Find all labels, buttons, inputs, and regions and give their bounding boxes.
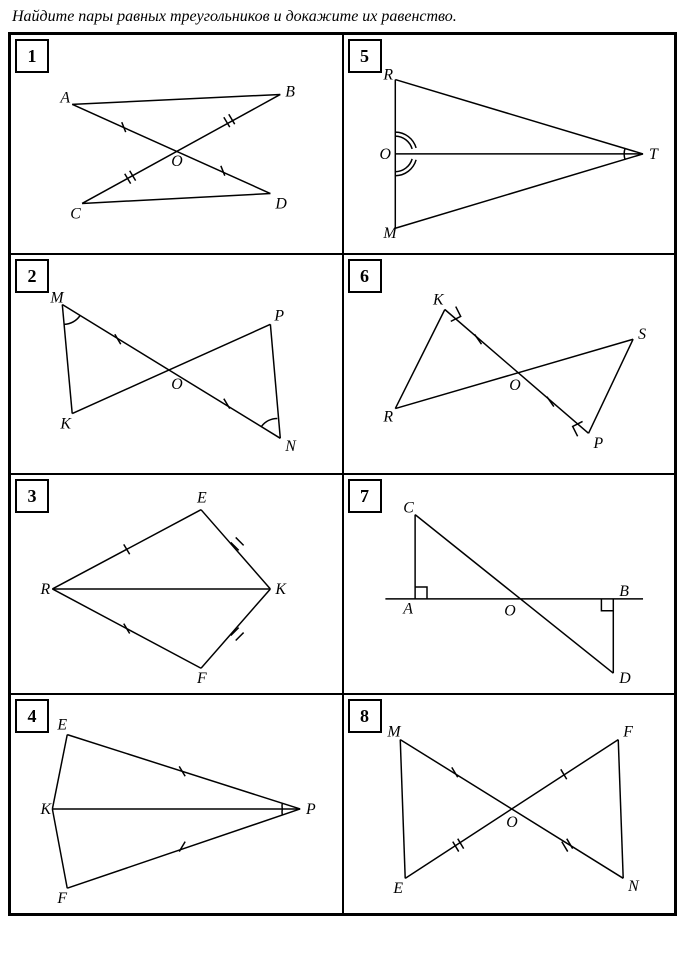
label-M: M: [386, 724, 401, 741]
label-O: O: [171, 153, 183, 170]
label-K: K: [431, 292, 444, 309]
problem-6: 6 K S R O P: [343, 254, 676, 474]
diagram-4: K P E F: [11, 695, 342, 913]
problem-1: 1 A B C D O: [10, 34, 343, 254]
badge-8: 8: [348, 699, 382, 733]
diagram-8: M F E N O: [344, 695, 675, 913]
label-D: D: [274, 195, 287, 212]
label-F: F: [56, 890, 67, 907]
label-T: T: [648, 146, 658, 163]
problem-grid: 1 A B C D O 5: [8, 32, 677, 916]
label-P: P: [273, 307, 284, 324]
label-O: O: [171, 376, 183, 393]
badge-3: 3: [15, 479, 49, 513]
problem-2: 2 M P K O N: [10, 254, 343, 474]
label-R: R: [382, 408, 393, 425]
page-title: Найдите пары равных треугольников и дока…: [12, 8, 673, 26]
label-O: O: [506, 814, 518, 831]
problem-8: 8 M F E N O: [343, 694, 676, 914]
label-E: E: [56, 717, 67, 734]
label-R: R: [39, 581, 50, 598]
label-N: N: [627, 878, 640, 895]
problem-4: 4 K P E F: [10, 694, 343, 914]
label-K: K: [274, 581, 287, 598]
label-M: M: [382, 225, 397, 242]
badge-4: 4: [15, 699, 49, 733]
diagram-1: A B C D O: [11, 35, 342, 253]
diagram-3: R K E F: [11, 475, 342, 693]
badge-1: 1: [15, 39, 49, 73]
label-R: R: [382, 67, 393, 84]
label-O: O: [509, 377, 521, 394]
label-O: O: [504, 603, 516, 620]
badge-6: 6: [348, 259, 382, 293]
label-S: S: [638, 326, 646, 343]
label-M: M: [49, 290, 64, 307]
label-F: F: [196, 670, 207, 687]
diagram-6: K S R O P: [344, 255, 675, 473]
problem-7: 7 A B C D O: [343, 474, 676, 694]
badge-7: 7: [348, 479, 382, 513]
label-N: N: [284, 438, 297, 455]
problem-3: 3 R K E F: [10, 474, 343, 694]
label-P: P: [305, 801, 316, 818]
label-D: D: [618, 670, 631, 687]
label-B: B: [285, 83, 295, 100]
label-C: C: [403, 500, 414, 517]
badge-2: 2: [15, 259, 49, 293]
problem-5: 5 R M O T: [343, 34, 676, 254]
label-E: E: [196, 490, 207, 507]
diagram-2: M P K O N: [11, 255, 342, 473]
badge-5: 5: [348, 39, 382, 73]
label-A: A: [59, 89, 70, 106]
label-C: C: [70, 205, 81, 222]
label-F: F: [622, 724, 633, 741]
label-K: K: [59, 415, 72, 432]
label-P: P: [592, 435, 603, 452]
label-O: O: [379, 146, 391, 163]
label-B: B: [619, 583, 629, 600]
diagram-7: A B C D O: [344, 475, 675, 693]
diagram-5: R M O T: [344, 35, 675, 253]
label-K: K: [39, 801, 52, 818]
label-E: E: [392, 880, 403, 897]
label-A: A: [402, 601, 413, 618]
